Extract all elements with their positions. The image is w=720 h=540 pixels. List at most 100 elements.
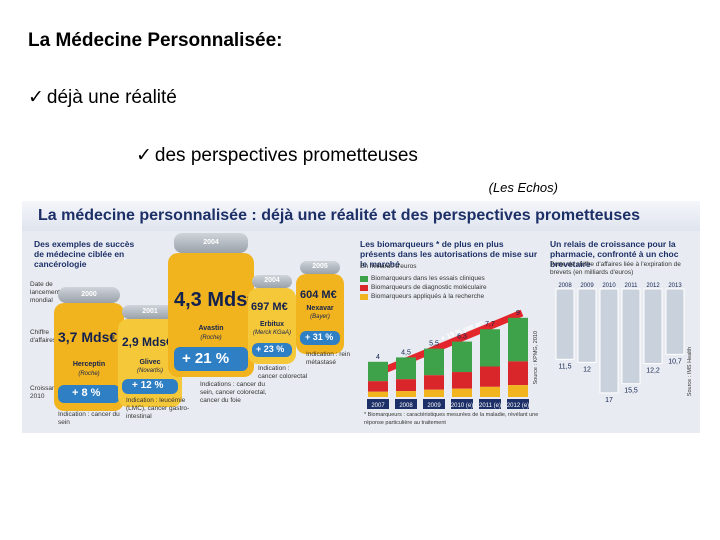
slide-title: La Médecine Personnalisée: (28, 30, 283, 51)
legend-label: Biomarqueurs de diagnostic moléculaire (371, 284, 487, 291)
bar (555, 288, 575, 360)
bar-segment-red (508, 361, 528, 386)
bar (599, 288, 619, 394)
nexavar-revenue: 604 M€ (300, 289, 337, 301)
bar (643, 288, 663, 365)
bar-segment-yellow (452, 388, 472, 397)
bar-segment-red (424, 375, 444, 390)
bar-value-label: 7,7 (485, 321, 495, 328)
glivec-indication: Indication : leucémie (LMC), cancer gast… (126, 397, 190, 420)
avastin-name: Avastin (198, 325, 224, 332)
erbitux-growth-pill (252, 343, 292, 357)
erbitux-revenue: 697 M€ (251, 301, 288, 313)
nexavar-jar-lid (300, 261, 340, 274)
glivec-company: (Novartis) (136, 368, 163, 374)
avastin-growth: + 21 % (182, 350, 230, 367)
bar-segment-green (368, 361, 388, 382)
erbitux-company: (Merck KGaA) (252, 330, 291, 336)
herceptin-revenue: 3,7 Mds€ (58, 329, 118, 345)
middle-chart-footnote: * Biomarqueurs : caractéristiques mesuré… (364, 412, 539, 426)
nexavar-growth-pill (300, 331, 340, 345)
bullet-text-2: des perspectives prometteuses (154, 145, 418, 166)
category-tag (395, 399, 417, 409)
right-chart-heading: Un relais de croissance pour la pharmaci… (550, 239, 679, 269)
erbitux-jar-lid (252, 275, 292, 288)
category-label: 2010 (602, 283, 616, 289)
bar-value-label: 10,7 (668, 358, 682, 365)
category-tag (479, 399, 501, 409)
legend-label: Biomarqueurs dans les essais cliniques (371, 275, 485, 282)
category-tag (451, 399, 473, 409)
bar (621, 288, 641, 385)
bar-value-label: 9 (516, 310, 520, 317)
category-label: 2009 (427, 403, 441, 409)
middle-chart-unit: En milliards d'euros (360, 263, 417, 270)
herceptin-growth: + 8 % (72, 387, 101, 399)
checkmark-icon: ✓ (28, 87, 44, 108)
category-label: 2012 (e) (507, 403, 529, 409)
axis-label-revenue: Chiffre d'affaires (30, 329, 57, 344)
bar-segment-red (480, 366, 500, 387)
erbitux-indication: Indication : cancer colorectal (258, 365, 308, 380)
category-label: 2008 (558, 283, 572, 289)
bar-segment-yellow (480, 386, 500, 397)
middle-chart-legend: Biomarqueurs dans les essais cliniques B… (360, 275, 487, 301)
category-label: 2011 (625, 283, 639, 289)
bar-segment-green (396, 357, 416, 380)
bar (577, 288, 597, 363)
category-label: 2013 (668, 283, 682, 289)
middle-chart-heading: Les biomarqueurs * de plus en plus prése… (360, 239, 538, 269)
bar-value-label: 12 (583, 366, 591, 373)
right-chart-source: Source : IMS Health (687, 347, 693, 397)
infographic-image: La médecine personnalisée : déjà une réa… (22, 201, 700, 433)
bar-segment-yellow (368, 391, 388, 397)
bar-value-label: 11,5 (558, 363, 571, 370)
herceptin-jar-lid (58, 287, 120, 303)
middle-bar-chart: + 19 % par an420074,520085,520096,32010 … (367, 309, 529, 409)
bar-segment-green (480, 329, 500, 367)
category-label: 2011 (e) (479, 403, 501, 409)
avastin-year: 2004 (203, 239, 219, 246)
left-heading: Des exemples de succès de médecine ciblé… (34, 239, 135, 269)
category-label: 2012 (646, 283, 660, 289)
legend-swatch-green (360, 276, 368, 282)
nexavar-name: Nexavar (306, 305, 334, 312)
category-tag (507, 399, 529, 409)
nexavar-indication: Indication : rein métastasé (306, 351, 351, 366)
herceptin-year: 2000 (81, 291, 97, 298)
legend-label: Biomarqueurs appliqués à la recherche (371, 293, 485, 300)
herceptin-indication: Indication : cancer du sein (58, 411, 120, 426)
axis-label-growth: Croissance 2010 (30, 385, 63, 400)
herceptin-growth-pill (58, 385, 120, 403)
bullet-line-1: ✓ déjà une réalité (28, 86, 177, 109)
source-note: (Les Echos) (488, 180, 558, 195)
bar-value-label: 4,5 (401, 349, 411, 356)
bar-segment-yellow (424, 389, 444, 397)
legend-item: Biomarqueurs dans les essais cliniques (360, 275, 487, 283)
bar-value-label: 15,5 (624, 388, 638, 395)
right-chart-unit: Perte de chiffre d'affaires liée à l'exp… (550, 261, 681, 276)
avastin-growth-pill (174, 347, 248, 371)
category-label: 2009 (580, 283, 594, 289)
middle-chart-source: Source : KPMG, 2010 (533, 331, 539, 385)
bar-segment-green (452, 341, 472, 373)
nexavar-company: (Bayer) (310, 314, 330, 320)
category-label: 2008 (399, 403, 413, 409)
bar-segment-yellow (396, 391, 416, 397)
avastin-revenue: 4,3 Mds€ (174, 289, 259, 311)
bar-segment-green (508, 317, 528, 362)
herceptin-company: (Roche) (78, 371, 100, 377)
bar-segment-red (368, 381, 388, 392)
erbitux-year: 2004 (264, 277, 280, 284)
avastin-company: (Roche) (200, 335, 222, 341)
bar (665, 288, 685, 355)
bar-segment-red (452, 372, 472, 389)
checkmark-icon: ✓ (136, 145, 152, 166)
glivec-growth-pill (122, 379, 178, 394)
bar-value-label: 4 (376, 354, 380, 361)
axis-label-date: Date de lancement mondial (30, 281, 60, 304)
glivec-name: Glivec (139, 359, 161, 366)
category-tag (423, 399, 445, 409)
legend-swatch-red (360, 285, 368, 291)
bar-segment-green (424, 348, 444, 376)
